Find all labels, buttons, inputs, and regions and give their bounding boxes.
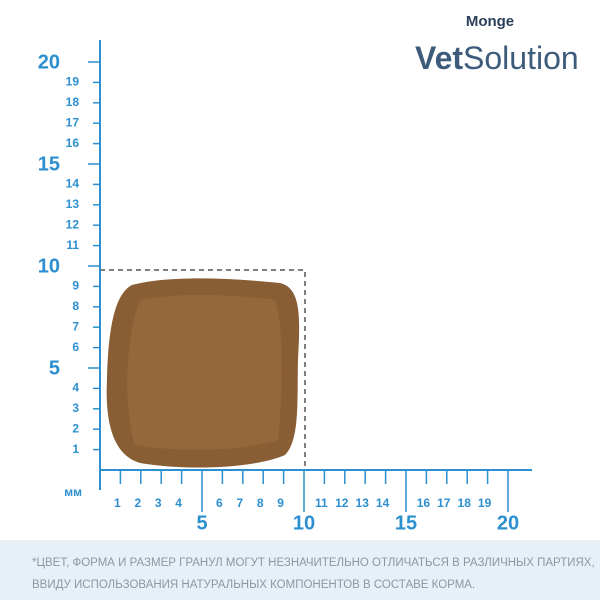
footnote-line: *ЦВЕТ, ФОРМА И РАЗМЕР ГРАНУЛ МОГУТ НЕЗНА… (32, 557, 595, 569)
x-label: 18 (458, 496, 472, 510)
y-label: 11 (66, 238, 79, 252)
product-rest: Solution (463, 40, 579, 76)
x-major-label: 15 (395, 512, 417, 534)
x-label: 1 (114, 496, 121, 510)
y-label: 9 (72, 279, 79, 293)
y-label: 8 (72, 299, 79, 313)
y-label: 16 (66, 136, 80, 150)
kibble-highlight (127, 295, 282, 450)
x-label: 14 (376, 496, 390, 510)
y-label: 12 (66, 217, 80, 231)
x-major-label: 20 (497, 512, 519, 534)
y-label: 17 (66, 115, 80, 129)
footnote-line: ВВИДУ ИСПОЛЬЗОВАНИЯ НАТУРАЛЬНЫХ КОМПОНЕН… (32, 579, 475, 591)
y-label: 4 (72, 381, 79, 395)
x-label: 13 (356, 496, 370, 510)
x-label: 17 (437, 496, 451, 510)
y-label: 3 (72, 401, 79, 415)
x-label: 3 (155, 496, 162, 510)
y-label: 6 (72, 340, 79, 354)
unit-label: мм (64, 485, 82, 499)
y-label: 19 (66, 75, 80, 89)
y-major-label: 10 (38, 255, 60, 277)
x-major-label: 5 (196, 512, 207, 534)
y-major-label: 5 (49, 357, 60, 379)
x-label: 8 (257, 496, 264, 510)
y-label: 1 (72, 442, 79, 456)
x-major-label: 10 (293, 512, 315, 534)
x-label: 6 (216, 496, 223, 510)
y-label: 18 (66, 95, 80, 109)
footer-band (0, 540, 600, 600)
product-bold: Vet (415, 40, 463, 76)
x-label: 7 (236, 496, 243, 510)
x-label: 9 (277, 496, 284, 510)
x-label: 2 (134, 496, 141, 510)
x-label: 11 (315, 496, 328, 510)
product-name: VetSolution (415, 40, 579, 76)
x-label: 16 (417, 496, 431, 510)
y-label: 2 (72, 421, 79, 435)
brand-name: Monge (466, 13, 514, 30)
y-label: 14 (66, 177, 80, 191)
y-label: 7 (72, 319, 79, 333)
x-label: 19 (478, 496, 492, 510)
x-label: 4 (175, 496, 182, 510)
y-label: 13 (66, 197, 80, 211)
y-major-label: 20 (38, 51, 60, 73)
y-major-label: 15 (38, 153, 60, 175)
x-label: 12 (335, 496, 349, 510)
